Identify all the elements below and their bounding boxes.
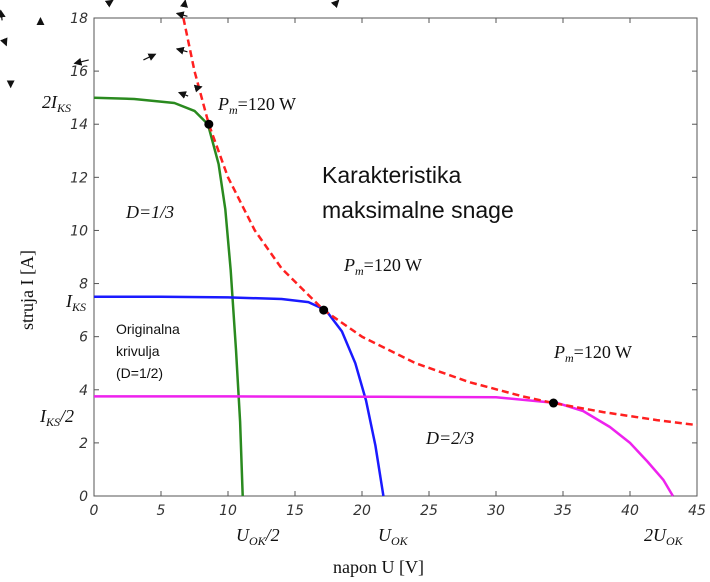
y-tick-label: 8	[79, 277, 88, 293]
power-point-label: Pm=120 W	[553, 342, 632, 365]
arrow-x2uok	[330, 0, 340, 9]
power-points: Pm=120 W Pm=120 W Pm=120 W	[204, 94, 632, 408]
x-axis-label: napon U [V]	[333, 557, 424, 577]
y-tick-label: 4	[79, 383, 88, 399]
x-tick-label: 15	[286, 503, 304, 519]
y-axis-label: struja I [A]	[17, 250, 37, 330]
power-point-label: Pm=120 W	[343, 255, 422, 278]
x-tick-label: 25	[420, 503, 438, 519]
label-d13: D=1/3	[125, 202, 174, 222]
series-line-3	[182, 17, 698, 427]
series-line-0	[93, 96, 244, 497]
y-tick-label: 18	[70, 11, 88, 27]
y-tick-label: 16	[70, 64, 88, 80]
plot-area	[93, 17, 698, 497]
x-mark-uok2: UOK/2	[236, 525, 280, 548]
annotation-arrows	[0, 0, 340, 99]
axis-ticks: 0 5 10 15 20 25 30 35 40 45 0 2 4 6 8 10 12 14 16 18	[70, 11, 706, 519]
label-max-power-1: Karakteristika	[322, 162, 462, 188]
x-mark-2uok: 2UOK	[644, 525, 684, 548]
x-tick-label: 0	[90, 503, 99, 519]
x-tick-label: 5	[157, 503, 166, 519]
power-point-marker	[204, 119, 214, 129]
arrow-d13	[73, 57, 89, 66]
arrow-pm2	[175, 11, 188, 20]
label-d23: D=2/3	[425, 428, 474, 448]
y-mark-iks: IKS	[65, 291, 86, 314]
arrow-pm3	[177, 91, 189, 99]
x-tick-label: 45	[688, 503, 706, 519]
arrow-xuok2	[104, 0, 114, 8]
series-line-2	[94, 395, 674, 497]
x-tick-label: 20	[353, 503, 371, 519]
power-point-marker	[548, 398, 558, 408]
x-tick-label: 40	[621, 503, 639, 519]
label-original-3: (D=1/2)	[116, 365, 163, 381]
label-max-power-2: maksimalne snage	[322, 197, 514, 223]
arrow-yiks	[0, 37, 8, 47]
y-mark-2iks: 2IKS	[42, 92, 71, 115]
arrow-big	[143, 53, 157, 61]
arrow-pm1	[175, 46, 188, 55]
y-tick-label: 2	[79, 436, 88, 452]
y-tick-label: 0	[79, 489, 88, 505]
x-tick-label: 30	[487, 503, 505, 519]
y-tick-label: 6	[79, 330, 88, 346]
arrow-xuok	[180, 0, 188, 8]
y-tick-label: 14	[70, 117, 88, 133]
arrow-yiks2	[0, 9, 6, 21]
x-mark-uok: UOK	[378, 525, 409, 548]
x-tick-label: 35	[554, 503, 572, 519]
y-tick-label: 12	[70, 170, 88, 186]
y-mark-iks2: IKS/2	[39, 406, 74, 429]
x-tick-label: 10	[219, 503, 237, 519]
y-tick-label: 10	[70, 223, 88, 239]
power-point-marker	[319, 305, 329, 315]
power-point-label: Pm=120 W	[217, 94, 296, 117]
arrow-d23	[193, 84, 203, 93]
label-original-1: Originalna	[116, 321, 180, 337]
label-original-2: krivulja	[116, 343, 160, 359]
